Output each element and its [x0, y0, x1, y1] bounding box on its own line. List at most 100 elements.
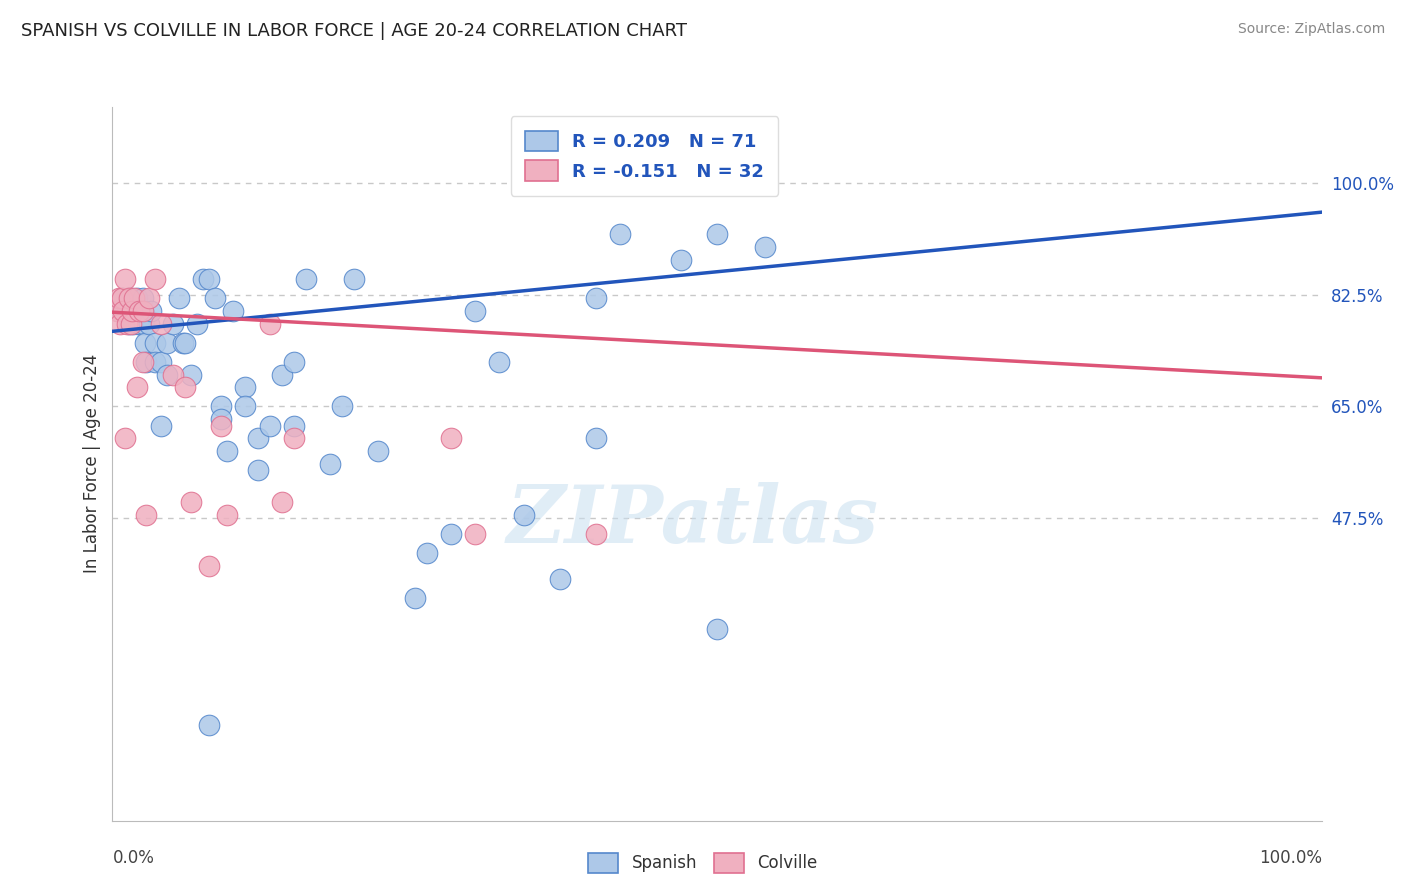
Point [548, 572, 571, 586]
Point [149, 355, 172, 369]
Text: ZIPatlas: ZIPatlas [506, 483, 879, 559]
Point [134, 335, 156, 350]
Legend: Spanish, Colville: Spanish, Colville [582, 847, 824, 880]
Text: Source: ZipAtlas.com: Source: ZipAtlas.com [1237, 22, 1385, 37]
Point [198, 558, 221, 573]
Text: SPANISH VS COLVILLE IN LABOR FORCE | AGE 20-24 CORRELATION CHART: SPANISH VS COLVILLE IN LABOR FORCE | AGE… [21, 22, 688, 40]
Point [209, 418, 232, 433]
Point [259, 418, 281, 433]
Point [111, 291, 134, 305]
Point [143, 335, 166, 350]
Point [283, 431, 305, 445]
Point [270, 495, 292, 509]
Point [143, 355, 166, 369]
Point [120, 291, 142, 305]
Point [440, 527, 463, 541]
Point [235, 380, 257, 394]
Point [125, 291, 148, 305]
Point [464, 304, 486, 318]
Point [295, 272, 318, 286]
Point [669, 252, 692, 267]
Point [585, 527, 607, 541]
Point [122, 317, 145, 331]
Point [111, 291, 134, 305]
Point [149, 418, 172, 433]
Point [122, 291, 145, 305]
Point [149, 317, 172, 331]
Point [129, 304, 152, 318]
Point [217, 444, 239, 458]
Point [112, 304, 135, 318]
Point [754, 240, 776, 254]
Point [706, 623, 728, 637]
Point [125, 380, 148, 394]
Point [135, 508, 157, 522]
Point [343, 272, 366, 286]
Point [283, 418, 305, 433]
Point [512, 508, 534, 522]
Point [488, 355, 510, 369]
Point [132, 317, 155, 331]
Point [204, 291, 226, 305]
Point [162, 368, 184, 382]
Point [129, 317, 152, 331]
Point [120, 304, 142, 318]
Point [127, 317, 149, 331]
Point [180, 368, 202, 382]
Text: 0.0%: 0.0% [112, 849, 155, 867]
Y-axis label: In Labor Force | Age 20-24: In Labor Force | Age 20-24 [83, 354, 101, 574]
Legend: R = 0.209   N = 71, R = -0.151   N = 32: R = 0.209 N = 71, R = -0.151 N = 32 [510, 116, 779, 195]
Point [107, 291, 129, 305]
Point [132, 304, 155, 318]
Point [172, 335, 194, 350]
Point [464, 527, 486, 541]
Point [107, 304, 129, 318]
Point [121, 304, 143, 318]
Point [105, 304, 128, 318]
Point [132, 304, 155, 318]
Point [330, 400, 353, 414]
Point [367, 444, 389, 458]
Point [416, 546, 439, 560]
Point [217, 508, 239, 522]
Point [209, 412, 232, 426]
Point [118, 291, 141, 305]
Point [162, 317, 184, 331]
Point [404, 591, 426, 605]
Point [186, 317, 208, 331]
Point [115, 304, 138, 318]
Point [138, 317, 160, 331]
Point [174, 380, 197, 394]
Point [141, 304, 163, 318]
Point [132, 291, 155, 305]
Point [259, 317, 281, 331]
Point [135, 355, 157, 369]
Point [114, 304, 136, 318]
Point [138, 291, 160, 305]
Point [156, 335, 179, 350]
Point [120, 317, 142, 331]
Point [114, 272, 136, 286]
Point [191, 272, 214, 286]
Point [198, 272, 221, 286]
Point [246, 463, 269, 477]
Point [585, 431, 607, 445]
Point [180, 495, 202, 509]
Point [132, 355, 155, 369]
Point [121, 304, 143, 318]
Point [222, 304, 245, 318]
Point [117, 291, 139, 305]
Point [128, 304, 150, 318]
Point [235, 400, 257, 414]
Point [440, 431, 463, 445]
Point [143, 272, 166, 286]
Point [114, 431, 136, 445]
Point [585, 291, 607, 305]
Text: 100.0%: 100.0% [1258, 849, 1322, 867]
Point [118, 317, 141, 331]
Point [122, 304, 145, 318]
Point [108, 317, 131, 331]
Point [115, 317, 138, 331]
Point [706, 227, 728, 242]
Point [209, 400, 232, 414]
